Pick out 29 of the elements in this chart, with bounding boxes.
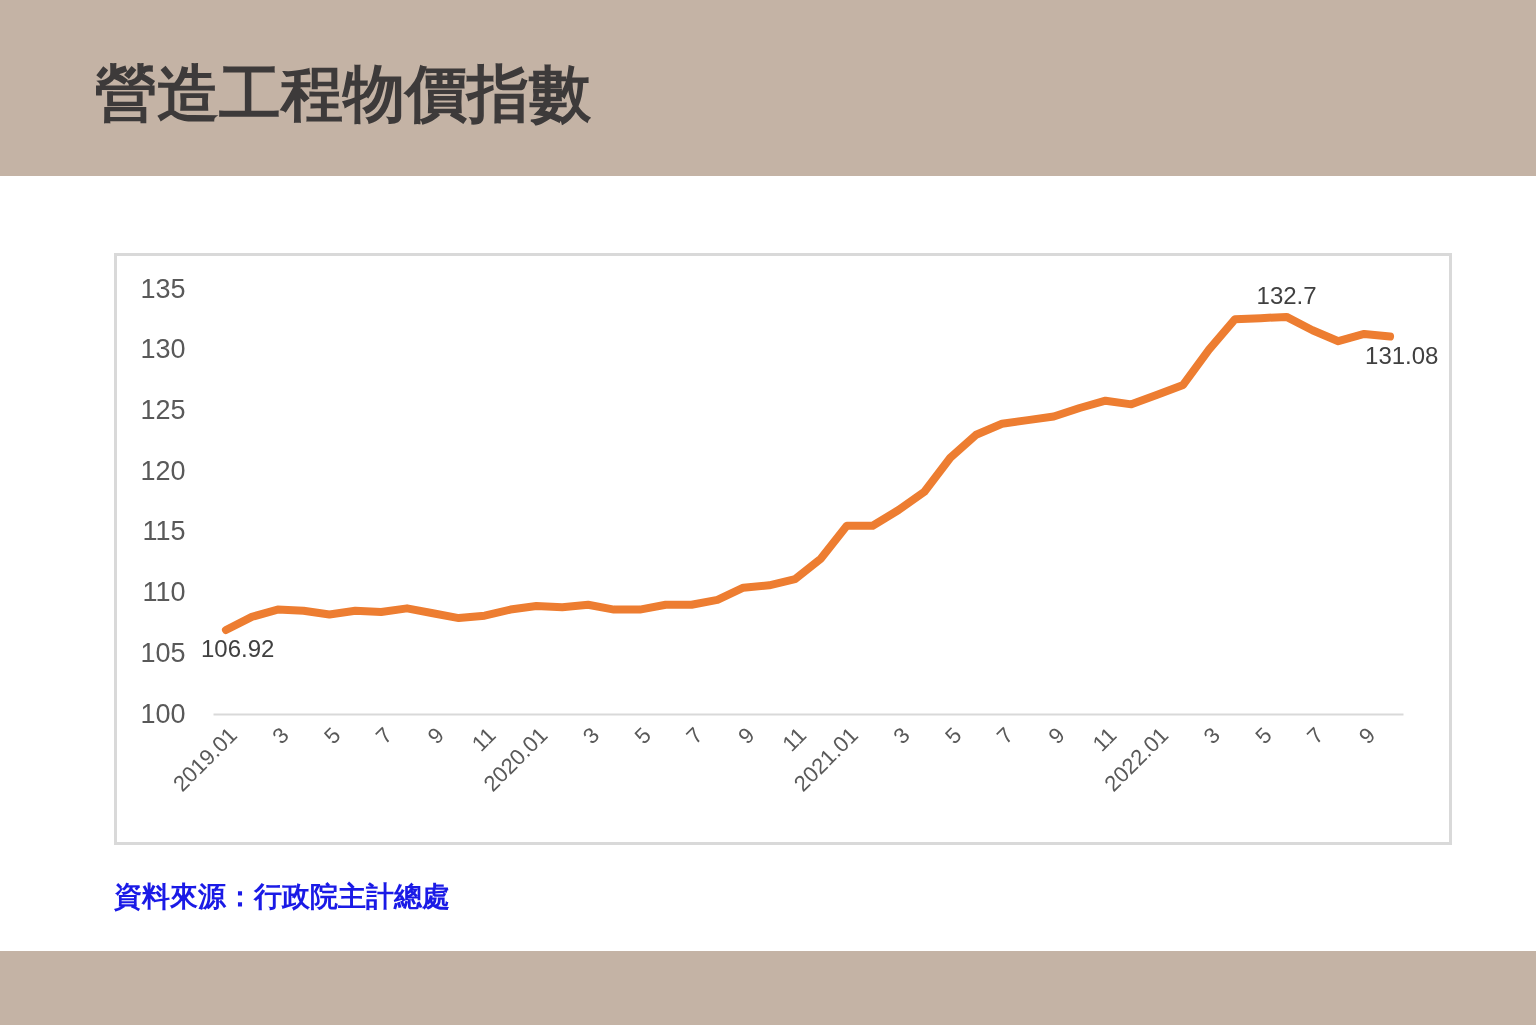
- x-tick-label: 5: [1250, 722, 1277, 749]
- x-tick-label: 5: [319, 722, 346, 749]
- data-label: 131.08: [1365, 341, 1439, 369]
- data-label: 106.92: [200, 634, 275, 662]
- x-tick-label: 9: [1043, 722, 1070, 749]
- x-tick-label: 5: [629, 722, 656, 749]
- source-note: 資料來源：行政院主計總處: [114, 880, 450, 914]
- x-tick-label: 9: [422, 722, 449, 749]
- y-tick-label: 130: [140, 334, 186, 365]
- y-tick-label: 110: [142, 577, 186, 608]
- y-tick-label: 100: [140, 698, 186, 729]
- x-tick-label: 7: [991, 722, 1019, 749]
- x-tick-label: 3: [577, 722, 605, 749]
- x-tick-label: 5: [940, 722, 967, 749]
- x-tick-label: 9: [733, 722, 760, 749]
- y-tick-label: 105: [140, 637, 186, 668]
- x-tick-label: 3: [888, 722, 915, 749]
- x-tick-label: 3: [267, 722, 294, 749]
- y-tick-label: 120: [140, 455, 186, 486]
- x-tick-label: 7: [681, 722, 708, 749]
- data-label: 132.7: [1256, 281, 1317, 309]
- y-tick-label: 125: [140, 394, 186, 425]
- x-tick-label: 9: [1353, 722, 1381, 749]
- chart-title: 營造工程物價指數: [95, 58, 591, 130]
- x-tick-label: 7: [1302, 722, 1329, 749]
- y-tick-label: 135: [140, 273, 186, 304]
- x-tick-label: 7: [370, 722, 398, 749]
- y-tick-label: 115: [142, 516, 186, 547]
- x-tick-label: 3: [1198, 722, 1226, 749]
